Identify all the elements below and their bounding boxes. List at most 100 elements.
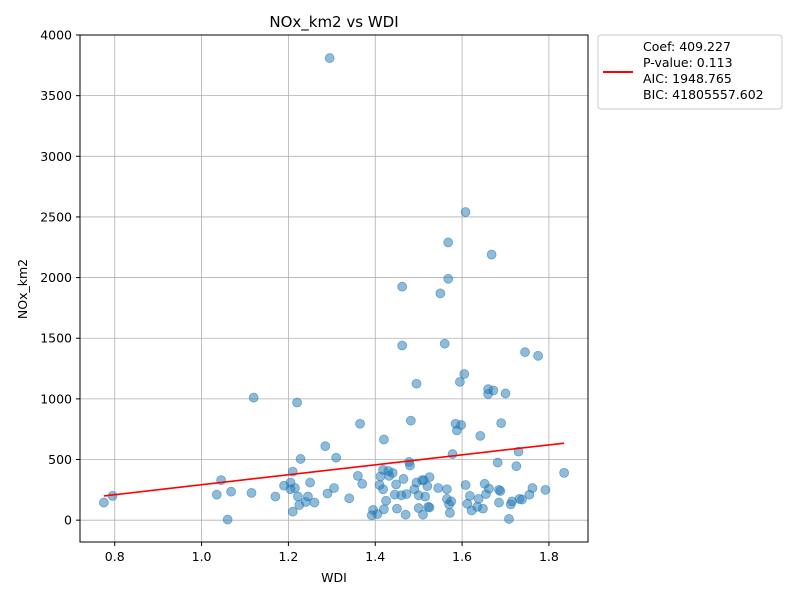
y-axis-label: NOx_km2 <box>15 259 30 319</box>
data-point <box>379 434 389 445</box>
fit-line <box>103 442 565 497</box>
data-point <box>435 288 446 299</box>
y-axis-ticks: 0 500 1000 1500 2000 2500 3000 3500 4000 <box>40 28 80 528</box>
grid-lines <box>80 34 588 542</box>
data-point <box>352 470 363 481</box>
x-tick-label: 0.8 <box>105 549 125 564</box>
data-point <box>211 489 222 500</box>
y-tick-label: 1000 <box>40 391 72 406</box>
legend-line-4: BIC: 41805557.602 <box>643 87 764 102</box>
data-point <box>392 503 402 514</box>
data-point <box>439 338 450 349</box>
legend: Coef: 409.227 P-value: 0.113 AIC: 1948.7… <box>597 34 783 110</box>
data-point <box>446 496 457 507</box>
data-point <box>344 493 355 504</box>
data-point <box>517 494 527 505</box>
y-tick-label: 2000 <box>40 270 72 285</box>
data-point <box>496 418 507 429</box>
x-tick-label: 1.6 <box>452 549 472 564</box>
data-point <box>331 452 342 463</box>
data-point <box>401 489 412 499</box>
data-point <box>222 514 233 525</box>
data-point <box>460 480 471 490</box>
data-point <box>391 479 401 490</box>
data-point <box>320 441 331 452</box>
data-point <box>492 457 503 468</box>
data-point <box>441 484 452 495</box>
fit-line-group <box>103 442 565 497</box>
data-point <box>527 483 538 493</box>
data-point <box>397 340 408 351</box>
x-tick-label: 1.8 <box>539 549 559 564</box>
data-point <box>292 397 302 408</box>
data-point <box>447 449 458 459</box>
data-point <box>459 369 470 379</box>
data-point <box>357 478 368 489</box>
data-point <box>445 507 455 518</box>
data-point <box>381 495 392 506</box>
data-point <box>400 509 411 520</box>
data-point <box>293 491 303 502</box>
data-point <box>443 273 454 284</box>
data-point <box>397 281 408 292</box>
x-axis-label: WDI <box>321 570 347 585</box>
y-tick-label: 4000 <box>40 28 72 43</box>
data-points <box>98 53 570 525</box>
data-point <box>322 488 333 499</box>
data-point <box>378 484 388 495</box>
data-point <box>420 491 431 502</box>
data-point <box>270 491 281 502</box>
data-point <box>226 486 236 497</box>
data-point <box>418 509 428 520</box>
data-point <box>473 494 484 504</box>
data-point <box>455 376 465 387</box>
data-point <box>372 509 383 520</box>
x-tick-label: 1.0 <box>192 549 212 564</box>
data-point <box>424 502 435 513</box>
data-point <box>309 497 320 508</box>
data-point <box>424 472 435 483</box>
legend-line-2: P-value: 0.113 <box>643 55 733 70</box>
data-point <box>478 503 488 514</box>
legend-line-1: Coef: 409.227 <box>643 39 731 54</box>
data-point <box>486 249 497 260</box>
data-point <box>303 491 313 502</box>
data-point <box>484 483 494 494</box>
data-point <box>443 237 454 248</box>
data-point <box>540 484 551 495</box>
data-point <box>533 350 543 361</box>
data-point <box>295 454 306 464</box>
data-point <box>387 467 398 478</box>
data-point <box>465 491 475 501</box>
data-point <box>422 481 433 492</box>
data-point <box>246 487 257 498</box>
data-point <box>411 378 422 389</box>
data-point <box>495 486 506 496</box>
data-point <box>494 497 504 508</box>
chart-title: NOx_km2 vs WDI <box>269 13 398 32</box>
data-point <box>355 418 365 429</box>
y-tick-label: 2500 <box>40 209 72 224</box>
data-point <box>511 461 522 472</box>
data-point <box>398 474 409 484</box>
data-point <box>405 460 415 471</box>
y-tick-label: 1500 <box>40 331 72 346</box>
legend-box <box>597 34 783 110</box>
legend-line-3: AIC: 1948.765 <box>643 71 732 86</box>
data-point <box>379 504 389 515</box>
plot-frame <box>79 34 589 543</box>
data-point <box>305 477 316 488</box>
data-point <box>329 483 339 493</box>
data-point <box>460 207 471 217</box>
data-point <box>433 483 444 493</box>
y-tick-label: 500 <box>48 452 72 467</box>
data-point <box>488 385 499 396</box>
y-tick-label: 3000 <box>40 149 72 164</box>
x-tick-label: 1.4 <box>365 549 385 564</box>
data-point <box>500 388 511 399</box>
data-point <box>456 420 467 430</box>
data-point <box>405 415 416 426</box>
data-point <box>504 514 514 524</box>
y-tick-label: 3500 <box>40 88 72 103</box>
